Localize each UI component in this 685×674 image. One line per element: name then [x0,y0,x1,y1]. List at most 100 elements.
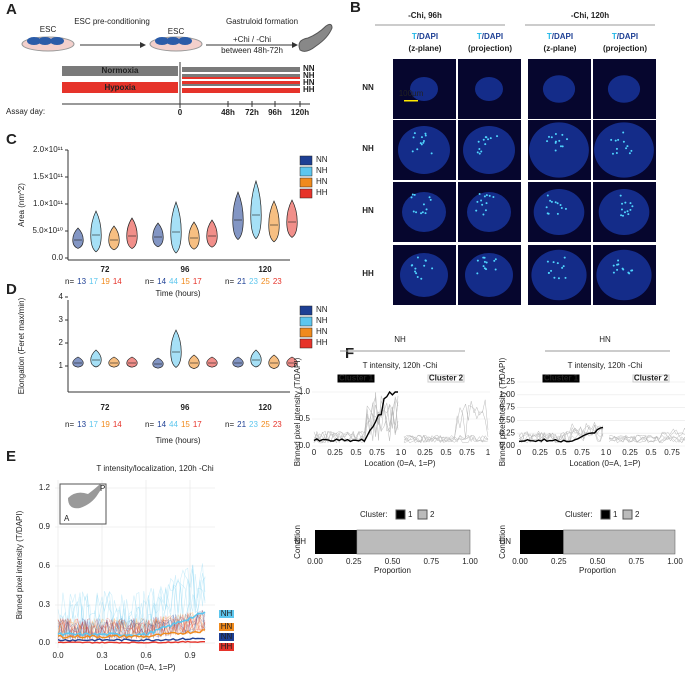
trace [57,640,205,644]
n-count: 23 [273,420,282,429]
trace [518,425,604,443]
y-tick-label: 1.2 [39,483,51,492]
trace [608,434,685,444]
x-tick-label: 0.0 [52,651,64,660]
embryo [594,122,654,178]
signal [563,256,566,259]
trace [313,392,399,443]
x-axis-label: Location (0=A, 1=P) [569,459,640,468]
violin [188,354,200,369]
violin [72,227,84,249]
signal [564,276,567,279]
y-tick-label: 2 [59,338,64,347]
n-count: 21 [237,420,246,429]
label: (projection) [603,44,647,53]
signal [554,149,557,152]
legend-label: 2 [635,510,640,519]
signal [482,213,485,216]
signal [410,264,413,267]
signal [559,203,562,206]
embryo [402,192,446,232]
label: 100µm [399,89,424,98]
end-tag [219,623,234,631]
signal [422,140,425,143]
label: 0 [178,108,183,117]
signal [620,214,623,217]
signal [631,205,634,208]
signal [627,213,630,216]
panel-title: T intensity/localization, 120h -Chi [96,464,213,473]
x-tick-label: 0.25 [622,448,638,457]
violin [72,356,84,368]
y-tick-label: 0.00 [499,441,515,450]
violin [250,179,262,240]
signal [414,267,417,270]
y-tick-label: 0.0 [52,253,64,262]
x-tick-label: 0 [402,448,407,457]
signal [561,133,564,136]
x-tick-label: 1 [396,448,401,457]
embryo [596,249,652,301]
signal [615,147,618,150]
signal [615,152,618,155]
embryo [463,126,515,174]
signal [420,212,423,215]
legend-label: 1 [613,510,618,519]
label: NN [303,64,315,73]
legend-swatch [600,509,611,520]
y-tick-label: 5.0×10¹⁰ [32,226,63,235]
hypoxia-bar [62,82,178,93]
y-tick-label: 1.5×10¹¹ [33,172,63,181]
signal [485,136,488,139]
label: -Chi, 96h [408,11,442,20]
trace [57,609,206,641]
legend-swatch [299,338,313,349]
x-tick-label: 0.00 [307,557,323,566]
trace [57,615,206,641]
signal [549,199,552,202]
legend-label: NN [316,305,328,314]
x-tick-label: 0.25 [551,557,567,566]
n-label: n= 21 23 25 23 [225,277,282,286]
signal [554,132,557,135]
proportion-bar [315,530,357,554]
n-count: 14 [113,277,122,286]
n-count: 14 [157,277,166,286]
signal [623,211,626,214]
x-tick-label: 0 [312,448,317,457]
row-label: HH [362,269,374,278]
x-tick-label: 0.50 [590,557,606,566]
n-prefix: n= [65,420,74,429]
y-axis-label: Binned pixel intensity (T/DAPI) [293,357,302,466]
signal [550,200,553,203]
x-tick-label: 96 [181,265,190,274]
colony [38,37,52,45]
x-tick-label: 0.5 [645,448,657,457]
x-tick-label: 0.75 [628,557,644,566]
embryo [531,249,587,301]
label: between 48h-72h [221,46,283,55]
label: P [100,484,105,493]
cluster-2-strip [427,374,465,383]
row-label: NH [362,144,374,153]
end-tag [219,610,234,618]
cluster-label: Cluster 1 [339,374,374,383]
trace [403,400,489,443]
y-tick-label: 0.75 [499,403,515,412]
signal [621,214,624,217]
y-tick-label: 0.5 [299,414,311,423]
signal [547,271,550,274]
x-tick-label: 0.75 [459,448,475,457]
n-label: n= 21 23 25 23 [225,420,282,429]
signal [429,198,432,201]
label: A [64,514,70,523]
n-label: n= 13 17 19 14 [65,277,122,286]
signal [412,136,415,139]
label: (z-plane) [544,44,577,53]
condition-bar [182,74,300,77]
gastruloid [68,484,102,509]
condition-bar [182,70,300,72]
signal [546,194,549,197]
n-count: 23 [249,277,258,286]
